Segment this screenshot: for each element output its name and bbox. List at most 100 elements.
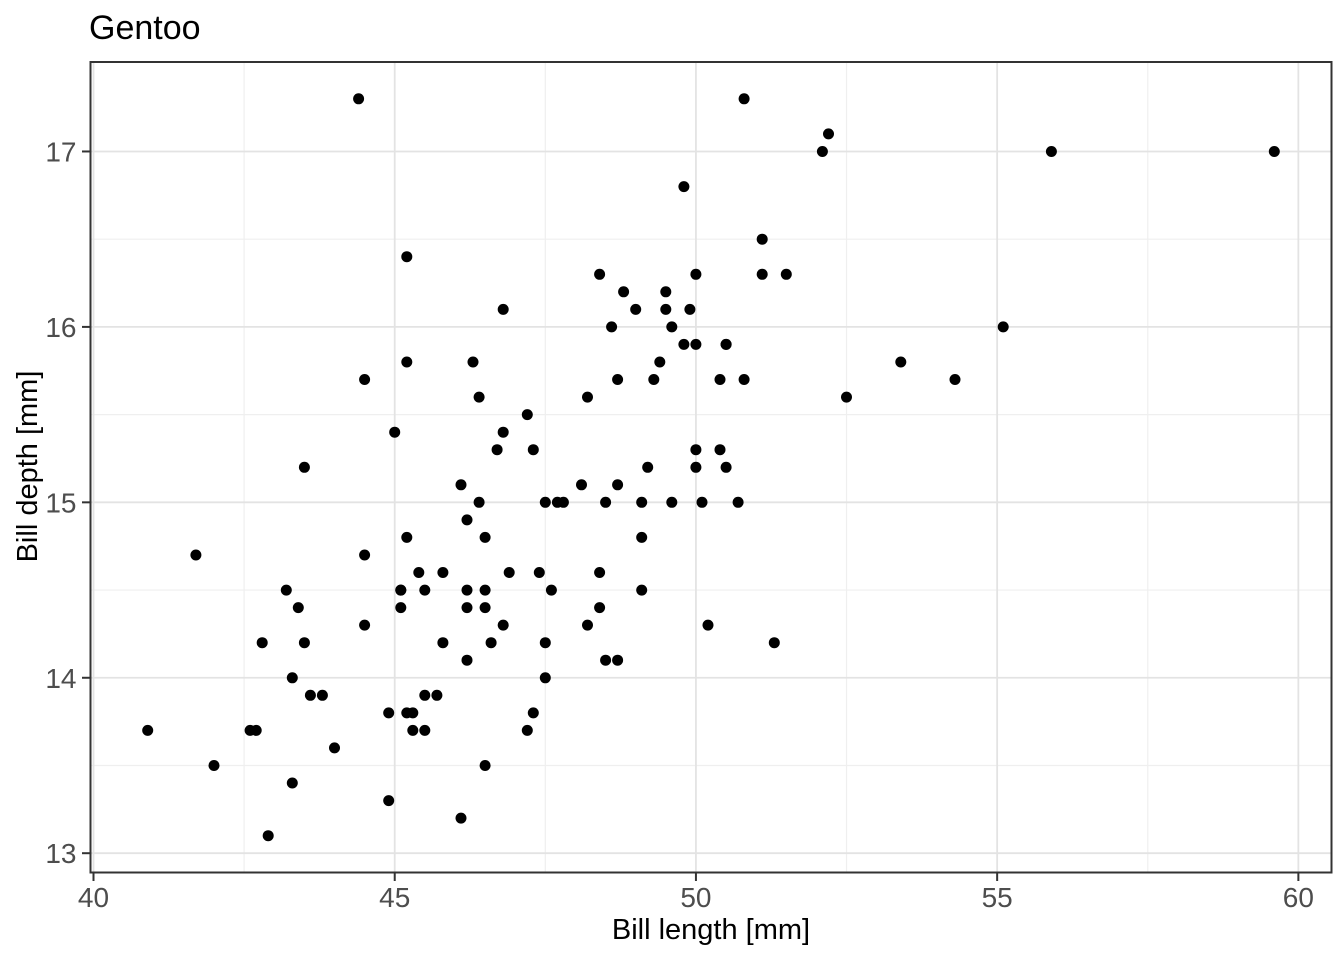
data-point [630, 303, 642, 315]
data-point [636, 496, 648, 508]
x-axis-title: Bill length [mm] [611, 914, 811, 946]
data-point [768, 637, 780, 649]
data-point [521, 724, 533, 736]
x-tick-label: 55 [982, 882, 1013, 913]
data-point [521, 409, 533, 421]
data-point [636, 584, 648, 596]
data-point [690, 444, 702, 456]
data-point [527, 707, 539, 719]
data-point [280, 584, 292, 596]
data-point [756, 233, 768, 245]
data-point [503, 567, 515, 578]
data-point [461, 584, 473, 596]
data-point [823, 128, 834, 140]
data-point [479, 584, 491, 596]
data-point [690, 338, 702, 350]
data-point [582, 619, 593, 631]
data-point [208, 760, 220, 771]
data-point [479, 602, 491, 614]
data-point [594, 567, 606, 578]
data-point [395, 584, 407, 596]
y-tick-label: 14 [45, 663, 76, 694]
axes: 40 45 50 55 60 13 14 15 16 17 [45, 136, 1314, 913]
data-point [401, 251, 413, 263]
data-point [286, 672, 298, 684]
data-point [359, 374, 371, 385]
data-point [262, 830, 274, 842]
x-tick-label: 40 [78, 882, 109, 913]
x-tick-label: 60 [1283, 882, 1314, 913]
minor-gridlines [90, 62, 1332, 873]
data-point [678, 338, 690, 350]
data-point [383, 707, 395, 719]
data-point [298, 461, 310, 473]
data-point [654, 356, 666, 368]
data-point [473, 496, 485, 508]
data-point [401, 531, 413, 543]
data-point [479, 760, 491, 771]
data-point [612, 654, 624, 666]
data-point [329, 742, 340, 754]
data-point [756, 268, 768, 280]
data-point [1045, 146, 1057, 157]
data-point [316, 689, 328, 701]
data-point [594, 268, 606, 280]
data-point [678, 181, 690, 193]
data-point [304, 689, 316, 701]
data-point [437, 567, 449, 578]
data-point [419, 584, 431, 596]
data-point [738, 374, 750, 385]
data-point [359, 619, 371, 631]
data-point [539, 637, 551, 649]
data-point [383, 795, 395, 807]
data-point [551, 496, 563, 508]
data-point [606, 321, 618, 333]
panel-background [90, 62, 1332, 873]
data-point [997, 321, 1009, 333]
data-point [600, 496, 612, 508]
data-point [895, 356, 907, 368]
data-point [816, 146, 828, 157]
data-point [780, 268, 792, 280]
data-point [250, 724, 262, 736]
data-point [714, 374, 726, 385]
data-point [286, 777, 298, 789]
data-point [473, 391, 485, 403]
data-point [413, 567, 425, 578]
data-point [618, 286, 630, 298]
y-tick-label: 13 [45, 838, 76, 869]
x-tick-label: 50 [680, 882, 711, 913]
points-layer [142, 93, 1280, 842]
data-point [732, 496, 744, 508]
data-point [437, 637, 449, 649]
data-point [401, 356, 413, 368]
data-point [720, 338, 732, 350]
data-point [545, 584, 557, 596]
data-point [497, 426, 509, 438]
data-point [582, 391, 593, 403]
data-point [600, 654, 612, 666]
data-point [431, 689, 443, 701]
y-tick-label: 17 [45, 136, 76, 167]
data-point [714, 444, 726, 456]
data-point [461, 654, 473, 666]
data-point [666, 321, 678, 333]
data-point [841, 391, 852, 403]
data-point [497, 619, 509, 631]
data-point [407, 724, 419, 736]
y-axis-title: Bill depth [mm] [12, 370, 44, 563]
data-point [461, 602, 473, 614]
data-point [419, 724, 431, 736]
data-point [527, 444, 539, 456]
data-point [491, 444, 503, 456]
data-point [636, 531, 648, 543]
data-point [660, 286, 672, 298]
y-tick-label: 16 [45, 312, 76, 343]
chart-title: Gentoo [89, 9, 201, 47]
data-point [576, 479, 587, 491]
data-point [353, 93, 365, 105]
data-point [660, 303, 672, 315]
data-point [642, 461, 654, 473]
